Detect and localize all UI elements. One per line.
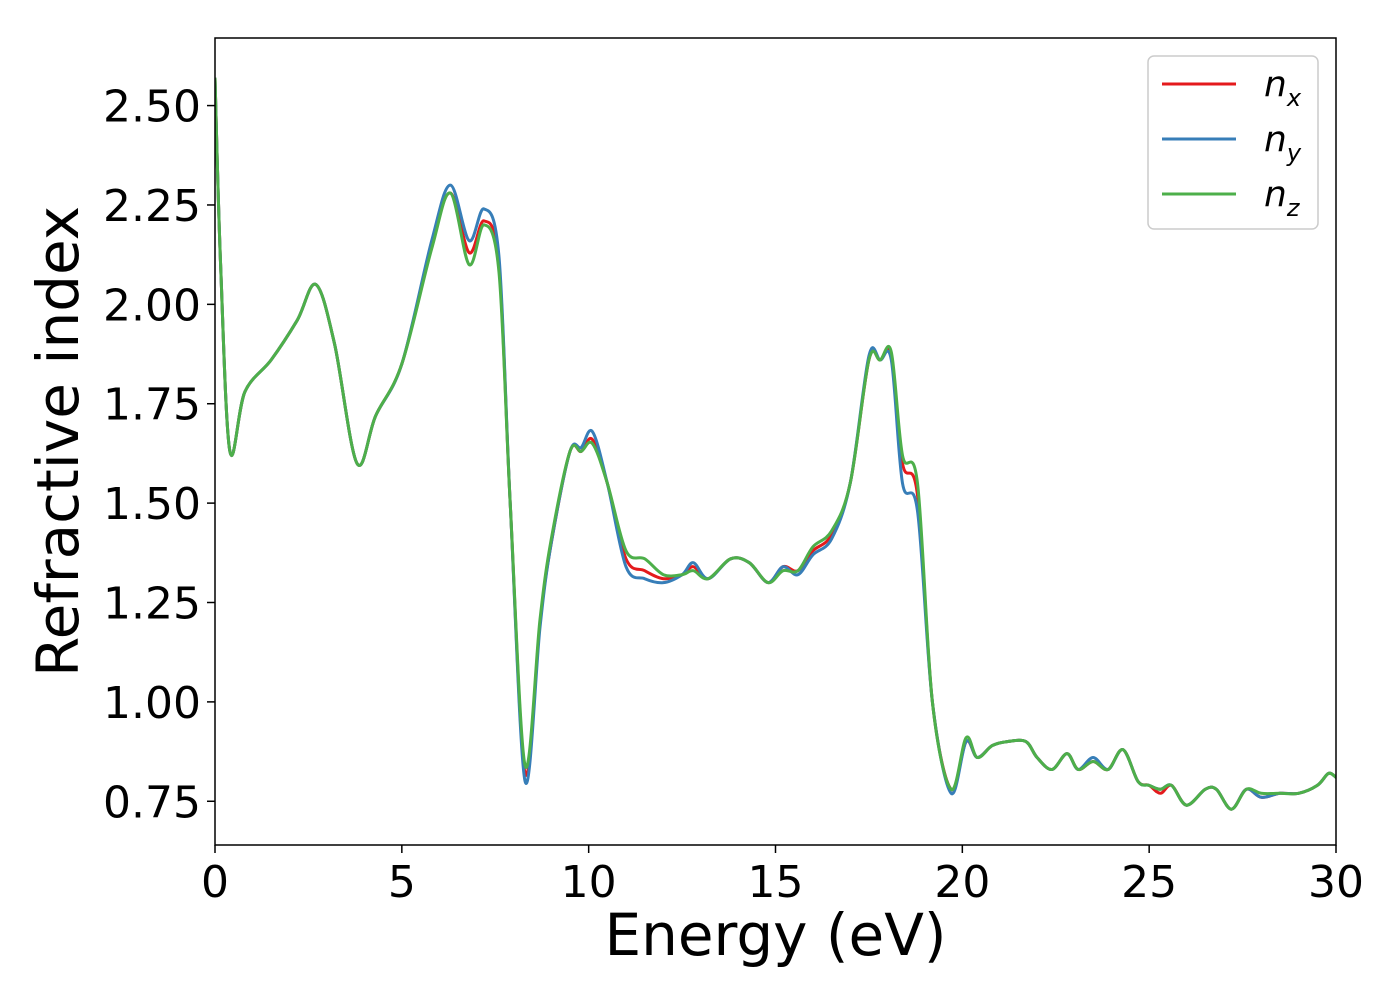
- x-tick-label: 20: [934, 857, 990, 908]
- x-axis-ticks: 0 5 10 15 20 25 30: [201, 845, 1364, 908]
- legend-label-subscript: y: [1286, 139, 1302, 167]
- y-axis-ticks: 0.75 1.00 1.25 1.50 1.75 2.00 2.25 2.50: [103, 82, 215, 828]
- series-lines: [215, 77, 1336, 811]
- x-tick-label: 25: [1121, 857, 1177, 908]
- x-tick-label: 5: [388, 857, 416, 908]
- legend-label-base: n: [1264, 174, 1287, 215]
- x-tick-label: 0: [201, 857, 229, 908]
- y-tick-label: 1.25: [103, 579, 201, 630]
- plot-frame: [214, 37, 1337, 846]
- legend-box: [1147, 55, 1319, 230]
- y-tick-label: 0.75: [103, 777, 201, 828]
- y-axis-title: Refractive index: [24, 206, 92, 677]
- legend-label-z: nz: [1264, 174, 1301, 222]
- legend-label-x: nx: [1264, 64, 1302, 112]
- x-tick-label: 10: [561, 857, 617, 908]
- y-tick-label: 2.25: [103, 181, 201, 232]
- y-tick-label: 1.50: [103, 479, 201, 530]
- legend-label-y: ny: [1264, 119, 1302, 167]
- y-tick-label: 1.00: [103, 678, 201, 729]
- legend-label-base: n: [1264, 64, 1287, 105]
- legend-label-subscript: z: [1286, 194, 1301, 222]
- y-tick-label: 2.00: [103, 280, 201, 331]
- x-tick-label: 30: [1308, 857, 1364, 908]
- y-tick-label: 2.50: [103, 82, 201, 133]
- x-tick-label: 15: [748, 857, 804, 908]
- legend-label-subscript: x: [1286, 84, 1302, 112]
- x-axis-title: Energy (eV): [604, 901, 946, 969]
- series-line-z: [215, 77, 1336, 811]
- legend-label-base: n: [1264, 119, 1287, 160]
- y-tick-label: 1.75: [103, 380, 201, 431]
